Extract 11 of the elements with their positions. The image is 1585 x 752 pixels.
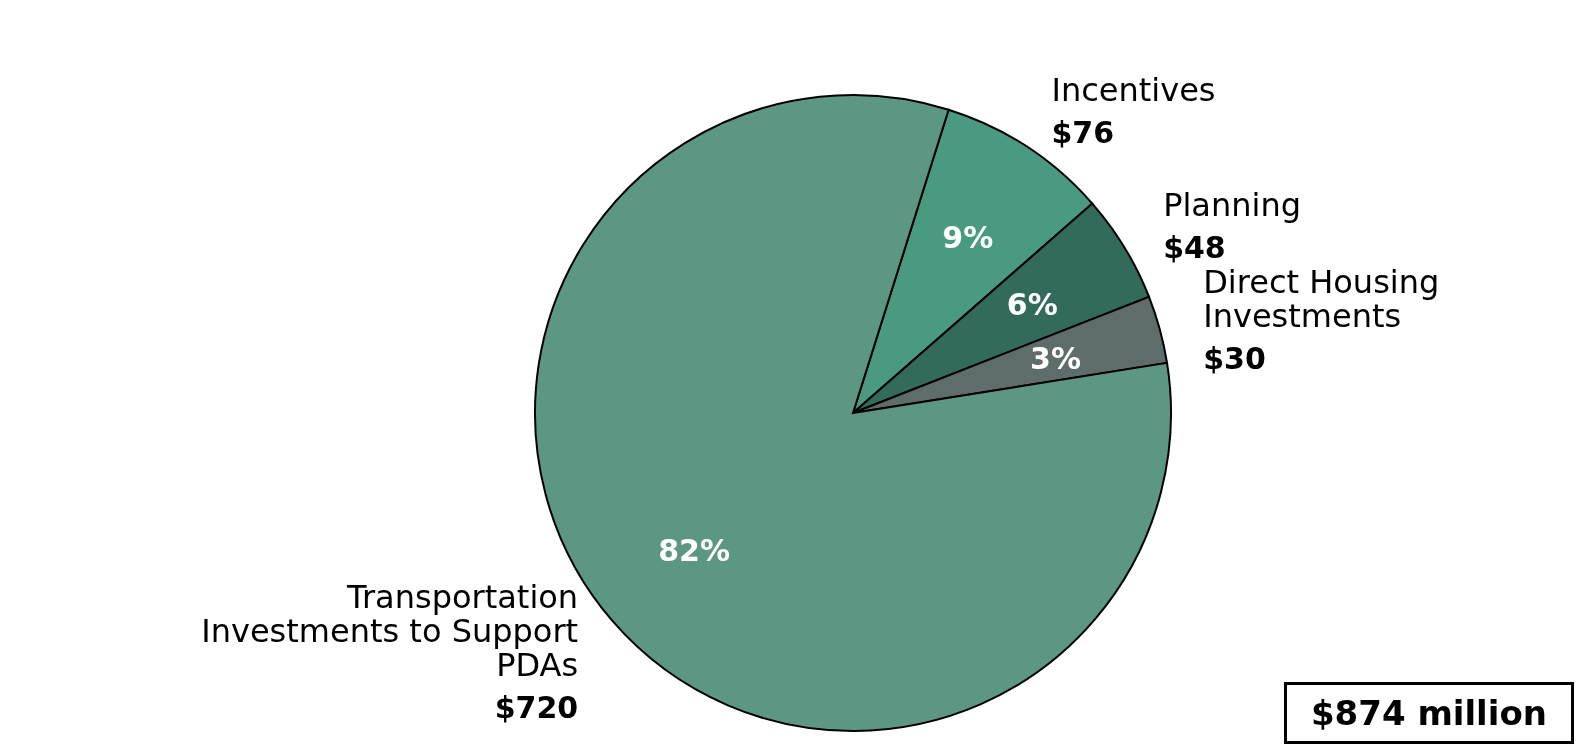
slice-label: Incentives — [1051, 71, 1216, 110]
text: 3% — [1030, 340, 1081, 376]
data-label: $30 — [1203, 340, 1266, 376]
text: $874 million — [1283, 682, 1574, 744]
data-label: $720 — [494, 690, 579, 726]
text: 82% — [658, 533, 730, 569]
slice-label: Transportation Investments to Support PDAs — [201, 578, 579, 685]
slice-label: Planning — [1163, 186, 1301, 225]
text: 9% — [942, 220, 994, 256]
data-label: $76 — [1051, 115, 1115, 151]
text: 6% — [1006, 286, 1058, 322]
